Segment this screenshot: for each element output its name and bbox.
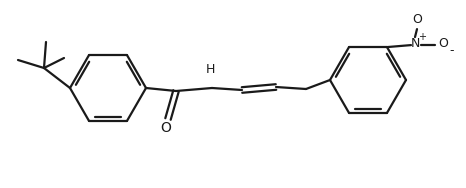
Text: O: O <box>161 121 171 135</box>
Text: +: + <box>418 32 426 42</box>
Text: O: O <box>412 13 422 26</box>
Text: N: N <box>410 37 420 50</box>
Text: H: H <box>206 63 215 76</box>
Text: -: - <box>450 44 454 57</box>
Text: O: O <box>438 37 448 50</box>
